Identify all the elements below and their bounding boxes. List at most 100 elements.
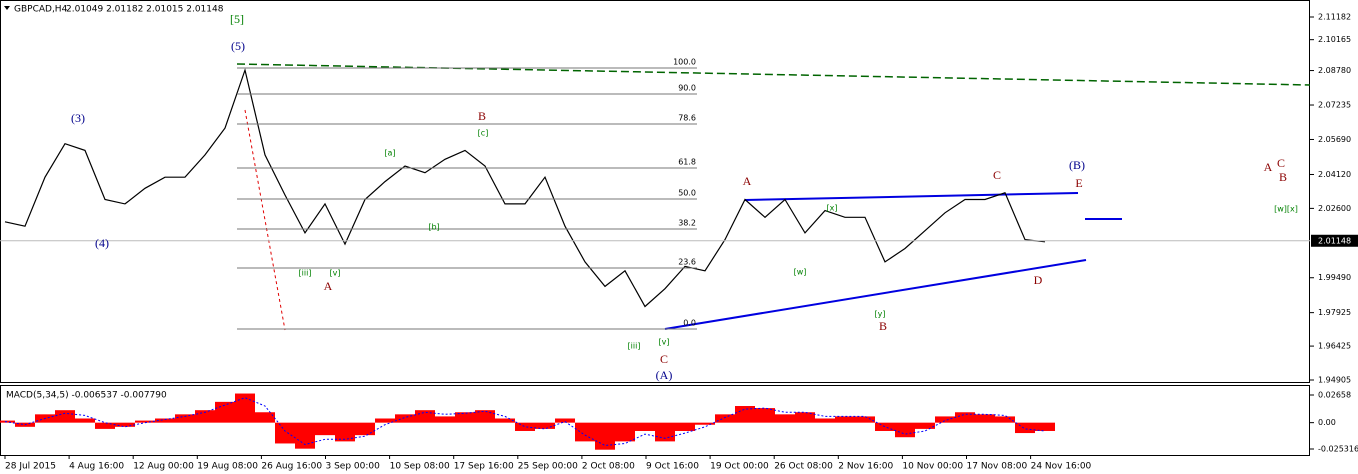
macd-bar [495, 418, 515, 423]
current-price-box [1311, 234, 1358, 247]
wave-label: [b] [428, 223, 439, 232]
macd-bar [195, 410, 215, 423]
price-panel [0, 0, 1310, 383]
fib-label: 61.8 [678, 158, 696, 167]
macd-bar [235, 393, 255, 423]
y-tick-label: 1.96425 [1318, 342, 1351, 351]
wave-label: [y] [875, 310, 886, 319]
y-tick-label: 2.08780 [1318, 66, 1351, 75]
macd-bar [335, 422, 355, 442]
wave-label: [iii] [628, 342, 641, 351]
macd-bar [395, 414, 415, 423]
macd-bar [675, 422, 695, 431]
wave-label: E [1075, 176, 1082, 190]
y-tick-label: 2.11182 [1318, 12, 1351, 21]
fib-label: 90.0 [678, 84, 696, 93]
macd-bar [175, 414, 195, 423]
macd-bar [735, 406, 755, 423]
wave-label: [v] [330, 269, 341, 278]
x-tick-label: 25 Sep 00:00 [518, 462, 578, 472]
x-tick-label: 17 Sep 16:00 [454, 462, 514, 472]
wave-label: [c] [478, 129, 489, 138]
ohlc-text: 2.01049 2.01182 2.01015 2.01148 [66, 5, 224, 15]
macd-bar [815, 418, 835, 423]
fib-label: 23.6 [678, 258, 696, 267]
y-tick-label: 0.00 [1318, 418, 1336, 427]
wave-label: [5] [230, 12, 244, 26]
macd-bar [95, 422, 115, 429]
fib-label: 38.2 [678, 219, 696, 228]
macd-bar [1035, 422, 1055, 431]
chart-title: GBPCAD,H4 [14, 5, 68, 15]
macd-bar [295, 422, 315, 449]
y-tick-label: -0.025316 [1318, 444, 1358, 453]
macd-bar [475, 410, 495, 423]
wave-label: B [478, 109, 486, 123]
macd-bar [375, 418, 395, 423]
macd-bar [835, 416, 855, 423]
wave-label: (4) [95, 236, 109, 250]
y-tick-label: 1.99490 [1318, 273, 1351, 282]
macd-bar [115, 422, 135, 427]
wave-label: C [993, 168, 1001, 182]
macd-bar [875, 422, 895, 431]
x-tick-label: 9 Oct 16:00 [646, 462, 699, 472]
macd-bar [975, 414, 995, 423]
wave-label: [iii] [299, 269, 312, 278]
price-line [4, 67, 1046, 308]
wave-label: A [1264, 160, 1273, 174]
x-tick-label: 4 Aug 16:00 [69, 462, 124, 472]
wave-label: [a] [384, 149, 395, 158]
y-tick-label: 1.94905 [1318, 375, 1351, 384]
macd-bar [0, 420, 15, 423]
x-tick-label: 19 Aug 08:00 [197, 462, 258, 472]
x-tick-label: 26 Oct 08:00 [774, 462, 833, 472]
macd-bar [595, 422, 615, 450]
macd-bar [155, 418, 175, 423]
fib-label: 100.0 [673, 58, 696, 67]
y-tick-label: 0.02658 [1318, 391, 1351, 400]
x-tick-label: 3 Sep 00:00 [326, 462, 381, 472]
macd-bar [1015, 422, 1035, 434]
macd-bar [855, 416, 875, 423]
signal-line [4, 397, 1046, 447]
wave-label: A [324, 279, 333, 293]
wave-label: B [1279, 170, 1287, 184]
fib-label: 78.6 [678, 114, 696, 123]
wave-label: (5) [231, 39, 245, 53]
x-tick-label: 28 Jul 2015 [5, 462, 56, 472]
wave-label: C [1277, 156, 1285, 170]
macd-bar [795, 412, 815, 423]
macd-bar [275, 422, 295, 444]
wave-label: C [660, 352, 668, 366]
wave-label: [w] [794, 268, 807, 277]
macd-bar [755, 408, 775, 423]
wave-label: [w][x] [1274, 205, 1298, 214]
macd-bar [515, 422, 535, 431]
fib-label: 50.0 [678, 189, 696, 198]
wave-label: B [879, 319, 887, 333]
x-tick-label: 26 Aug 16:00 [261, 462, 322, 472]
macd-bar [635, 422, 655, 431]
x-tick-label: 12 Aug 00:00 [133, 462, 194, 472]
wave-label: (A) [656, 368, 673, 382]
macd-bar [935, 416, 955, 423]
macd-bar [135, 420, 155, 423]
trend-line [744, 192, 1079, 201]
y-tick-label: 2.10165 [1318, 35, 1351, 44]
macd-bar [55, 410, 75, 423]
macd-bar [575, 422, 595, 442]
y-tick-label: 2.07235 [1318, 101, 1351, 110]
macd-bar [455, 412, 475, 423]
wave-label: [x] [827, 204, 838, 213]
x-tick-label: 2 Oct 08:00 [582, 462, 635, 472]
x-tick-label: 19 Oct 00:00 [710, 462, 769, 472]
menu-arrow [4, 6, 10, 10]
x-tick-label: 2 Nov 16:00 [838, 462, 893, 472]
trend-line [236, 63, 1311, 86]
macd-bar [955, 412, 975, 423]
macd-bar [535, 422, 555, 429]
macd-bar [75, 418, 95, 423]
macd-title: MACD(5,34,5) -0.006537 -0.007790 [6, 391, 167, 401]
